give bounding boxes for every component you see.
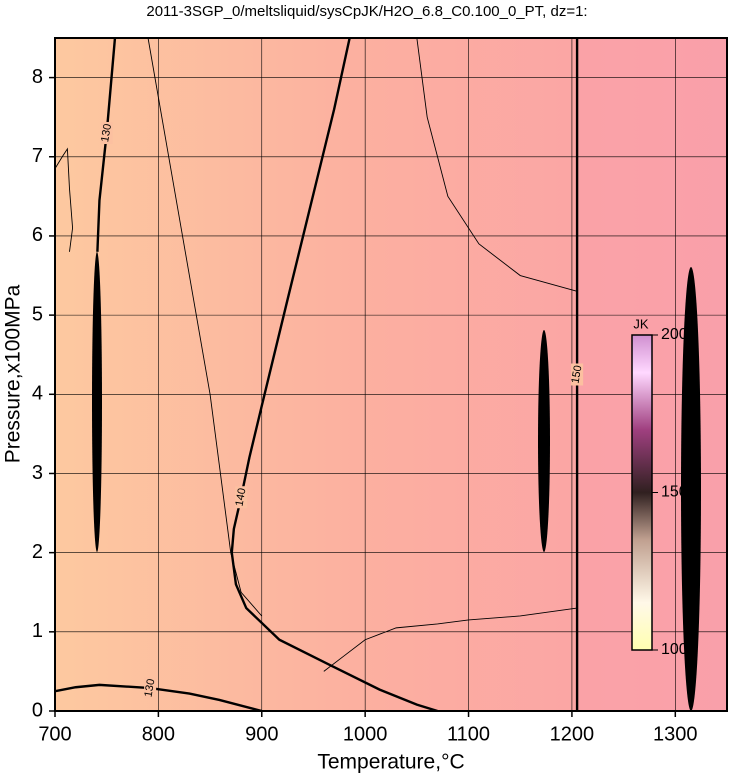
contour-line: [147, 38, 263, 617]
contour-line: [416, 38, 578, 292]
contour-label: 130: [99, 123, 114, 143]
dense-blob: [681, 267, 701, 711]
dense-blob: [538, 330, 550, 552]
x-tick-label: 1000: [343, 723, 388, 745]
contour-label-bg: [571, 363, 584, 386]
x-axis-label: Temperature,°C: [317, 751, 464, 774]
contour-label-bg: [100, 122, 113, 145]
contour-line: [323, 607, 578, 672]
dense-contours: [92, 252, 701, 711]
y-tick-label: 2: [32, 541, 43, 563]
colorbar-ramp: [631, 334, 653, 651]
contours: 140 130 130 150: [55, 38, 585, 711]
y-tick-label: 1: [32, 620, 43, 642]
contour-label: 140: [233, 487, 248, 507]
colorbar: JK 100 150 200: [631, 316, 688, 658]
x-tick-label: 800: [142, 723, 175, 745]
y-tick-label: 6: [32, 224, 43, 246]
contour-label-bg: [144, 677, 157, 700]
y-tick-label: 5: [32, 303, 43, 325]
dense-blob: [92, 252, 102, 552]
chart-title: 2011-3SGP_0/meltsliquid/sysCpJK/H2O_6.8_…: [146, 3, 587, 20]
contour-line: [96, 38, 117, 252]
y-tick-label: 7: [32, 145, 43, 167]
colorbar-label: JK: [633, 316, 649, 331]
colorbar-tick-label: 150: [661, 484, 688, 501]
x-tick-label: 900: [245, 723, 278, 745]
y-tick-label: 8: [32, 66, 43, 88]
plot-frame: [54, 37, 728, 712]
colorbar-tick-label: 100: [661, 641, 688, 658]
y-tick-label: 0: [32, 699, 43, 721]
colorbar-tick-label: 200: [661, 326, 688, 343]
y-tick-label: 3: [32, 462, 43, 484]
y-tick-label: 4: [32, 383, 43, 405]
contour-label: 130: [143, 678, 158, 698]
x-tick-label: 1300: [653, 723, 698, 745]
x-tick-label: 700: [38, 723, 71, 745]
x-tick-label: 1100: [447, 723, 490, 745]
y-axis-label: Pressure,x100MPa: [2, 284, 25, 463]
contour-label: 150: [569, 364, 584, 384]
contour-line: [55, 147, 74, 252]
contour-label-bg: [235, 486, 248, 509]
contour-line: [230, 38, 438, 711]
x-tick-label: 1200: [550, 723, 595, 745]
